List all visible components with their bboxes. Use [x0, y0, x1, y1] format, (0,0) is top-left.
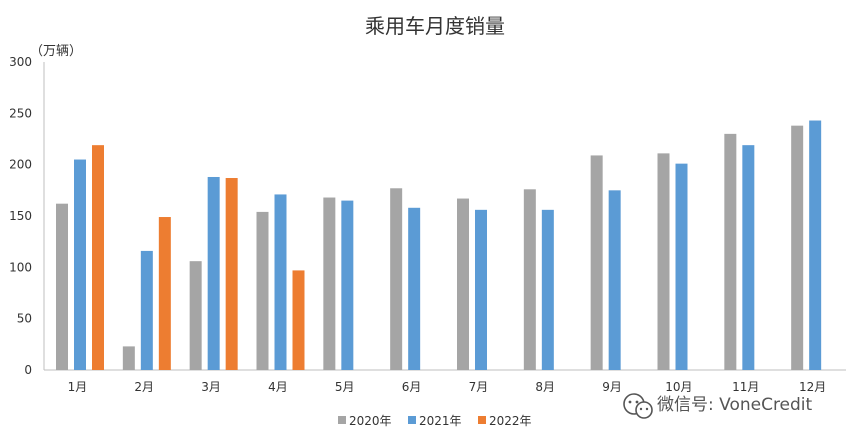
bar-2021年-7月 — [475, 209, 487, 370]
bar-2021年-4月 — [274, 194, 287, 370]
x-tick-label: 8月 — [535, 380, 555, 394]
bar-2021年-2月 — [140, 250, 153, 370]
legend-label: 2020年 — [349, 414, 392, 428]
y-axis: 0 50 100 150 200 250 300 — [9, 55, 45, 377]
x-tick-label: 4月 — [268, 380, 288, 394]
bar-2022年-3月 — [225, 178, 238, 370]
bar-2020年-9月 — [590, 155, 603, 370]
watermark-text: 微信号: VoneCredit — [657, 395, 813, 415]
bar-2021年-5月 — [341, 200, 354, 370]
legend-swatch — [408, 416, 416, 424]
chart-title: 乘用车月度销量 — [365, 14, 505, 38]
x-tick-label: 2月 — [134, 380, 154, 394]
y-tick-label: 100 — [9, 260, 32, 274]
bar-2020年-6月 — [390, 188, 403, 370]
bar-2021年-8月 — [541, 209, 554, 370]
x-tick-label: 9月 — [602, 380, 622, 394]
bar-2021年-9月 — [608, 190, 621, 370]
bar-2020年-7月 — [457, 198, 469, 370]
y-tick-label: 300 — [9, 55, 32, 69]
legend-swatch — [478, 416, 486, 424]
watermark: 微信号: VoneCredit — [623, 393, 813, 419]
bar-2021年-11月 — [742, 145, 755, 370]
x-tick-label: 10月 — [665, 380, 692, 394]
x-tick-label: 11月 — [732, 380, 759, 394]
x-tick-label: 1月 — [68, 380, 88, 394]
y-axis-label: （万辆） — [30, 44, 82, 59]
legend: 2020年 2021年 2022年 — [338, 414, 532, 428]
y-tick-label: 0 — [24, 363, 32, 377]
x-tick-label: 12月 — [799, 380, 826, 394]
x-tick-label: 6月 — [402, 380, 422, 394]
bar-2021年-6月 — [408, 207, 421, 370]
y-tick-label: 250 — [9, 106, 32, 120]
bar-2020年-10月 — [657, 153, 670, 370]
bar-2021年-10月 — [675, 163, 688, 370]
bar-2022年-1月 — [92, 145, 104, 370]
bar-2020年-4月 — [256, 211, 269, 370]
bar-2022年-4月 — [292, 270, 305, 370]
bar-2021年-12月 — [809, 120, 822, 371]
y-tick-label: 150 — [9, 209, 32, 223]
wechat-icon — [623, 393, 653, 419]
x-axis: 1月 2月 3月 4月 5月 6月 7月 8月 9月 10月 11月 12月 — [44, 369, 846, 394]
bar-2022年-2月 — [158, 217, 171, 370]
bar-2020年-12月 — [791, 125, 804, 370]
bar-2020年-2月 — [122, 346, 135, 370]
y-tick-label: 50 — [17, 312, 32, 326]
legend-label: 2021年 — [419, 414, 462, 428]
x-tick-label: 5月 — [335, 380, 355, 394]
bar-2020年-5月 — [323, 197, 336, 370]
legend-label: 2022年 — [489, 414, 532, 428]
bar-2021年-3月 — [207, 176, 220, 370]
bar-2020年-3月 — [189, 261, 202, 370]
bar-2020年-1月 — [56, 203, 68, 370]
bar-2020年-11月 — [724, 133, 737, 370]
legend-swatch — [338, 416, 346, 424]
y-tick-label: 200 — [9, 158, 32, 172]
bars — [56, 120, 822, 371]
x-tick-label: 3月 — [201, 380, 221, 394]
bar-2021年-1月 — [74, 159, 86, 370]
bar-2020年-8月 — [523, 189, 536, 370]
x-tick-label: 7月 — [469, 380, 489, 394]
